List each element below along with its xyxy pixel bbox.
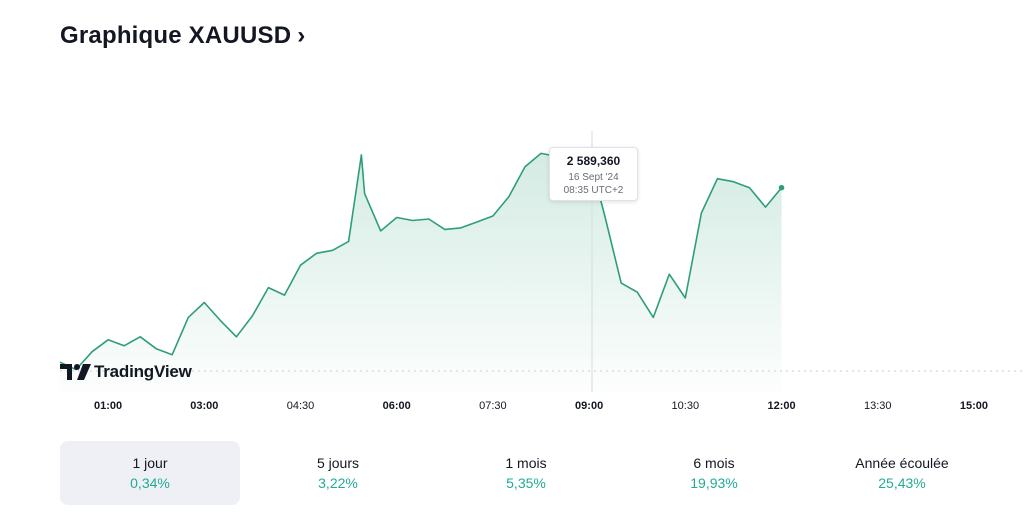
period-change: 19,93% [690, 475, 738, 491]
price-point [778, 184, 785, 191]
period-label: 6 mois [693, 455, 735, 471]
period-tab-1-month[interactable]: 1 mois 5,35% [436, 441, 616, 505]
period-change: 5,35% [506, 475, 546, 491]
x-tick-label: 12:00 [767, 400, 795, 412]
price-chart[interactable]: 01:00 03:00 04:30 06:00 07:30 09:00 10:30 12:00… [0, 0, 1024, 440]
price-line [59, 152, 783, 371]
x-tick-label: 01:00 [94, 400, 122, 412]
tooltip-date: 16 Sept '24 [568, 172, 619, 183]
period-label: 1 mois [505, 455, 547, 471]
page-title: Graphique XAUUSD [60, 22, 292, 49]
period-tab-5-days[interactable]: 5 jours 3,22% [248, 441, 428, 505]
performance-tabs: 1 jour 0,34% 5 jours 3,22% 1 mois 5,35% … [60, 441, 1000, 507]
period-tab-1-day[interactable]: 1 jour 0,34% [60, 441, 240, 505]
tradingview-wordmark: TradingView [94, 362, 192, 381]
tradingview-logo[interactable]: TradingView [60, 362, 192, 382]
period-tab-past-year[interactable]: Année écoulée 25,43% [812, 441, 992, 505]
period-change: 3,22% [318, 475, 358, 491]
chevron-right-icon: › [297, 22, 306, 49]
period-tab-6-months[interactable]: 6 mois 19,93% [624, 441, 804, 505]
x-tick-label: 13:30 [864, 400, 892, 412]
x-tick-label: 10:30 [672, 400, 700, 412]
period-change: 0,34% [130, 475, 170, 491]
x-tick-label: 15:00 [960, 400, 988, 412]
period-label: 1 jour [132, 455, 168, 471]
tradingview-mark-icon [60, 364, 91, 380]
period-label: Année écoulée [855, 455, 949, 471]
period-change: 25,43% [878, 475, 926, 491]
crosshair-tooltip: 2 589,360 16 Sept '24 08:35 UTC+2 [549, 147, 638, 201]
x-tick-label: 04:30 [287, 400, 315, 412]
x-tick-label: 03:00 [190, 400, 218, 412]
period-label: 5 jours [316, 455, 360, 471]
tooltip-time: 08:35 UTC+2 [563, 185, 624, 196]
tooltip-price: 2 589,360 [566, 154, 621, 168]
x-tick-label: 06:00 [383, 400, 411, 412]
price-area [60, 153, 782, 392]
chart-title-link[interactable]: Graphique XAUUSD › [60, 22, 305, 50]
x-tick-label: 09:00 [575, 400, 603, 412]
x-tick-label: 07:30 [479, 400, 507, 412]
